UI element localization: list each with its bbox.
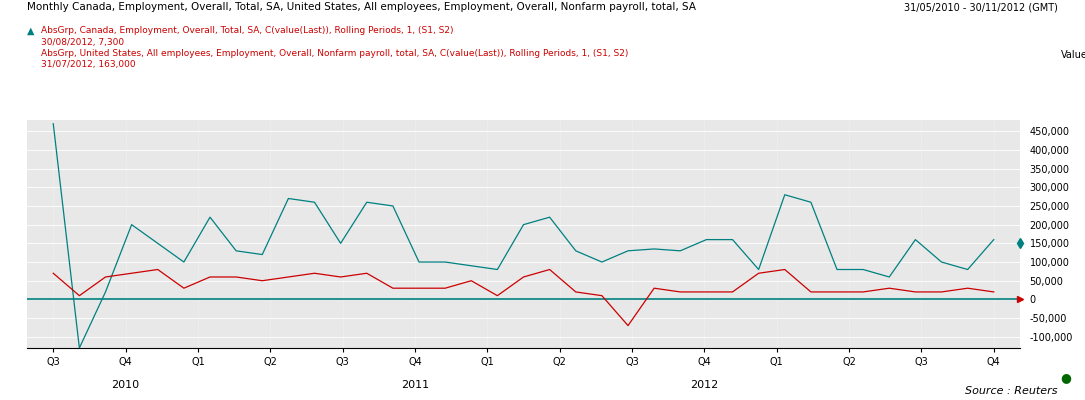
Text: 2012: 2012 [690,380,718,390]
Text: 31/05/2010 - 30/11/2012 (GMT): 31/05/2010 - 30/11/2012 (GMT) [904,2,1058,12]
Text: 30/08/2012, 7,300: 30/08/2012, 7,300 [41,38,125,46]
Text: Monthly Canada, Employment, Overall, Total, SA, United States, All employees, Em: Monthly Canada, Employment, Overall, Tot… [27,2,697,12]
Text: AbsGrp, United States, All employees, Employment, Overall, Nonfarm payroll, tota: AbsGrp, United States, All employees, Em… [41,49,628,58]
Text: 31/07/2012, 163,000: 31/07/2012, 163,000 [41,60,136,70]
Text: ▲: ▲ [27,26,35,36]
Text: AbsGrp, Canada, Employment, Overall, Total, SA, C(value(Last)), Rolling Periods,: AbsGrp, Canada, Employment, Overall, Tot… [41,26,454,35]
Text: ●: ● [1060,371,1071,384]
Text: Source : Reuters: Source : Reuters [966,386,1058,396]
Text: Value: Value [1061,50,1085,60]
Text: 2010: 2010 [112,380,140,390]
Text: 2011: 2011 [401,380,429,390]
